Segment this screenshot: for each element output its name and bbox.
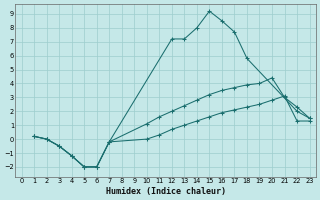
X-axis label: Humidex (Indice chaleur): Humidex (Indice chaleur) xyxy=(106,187,226,196)
